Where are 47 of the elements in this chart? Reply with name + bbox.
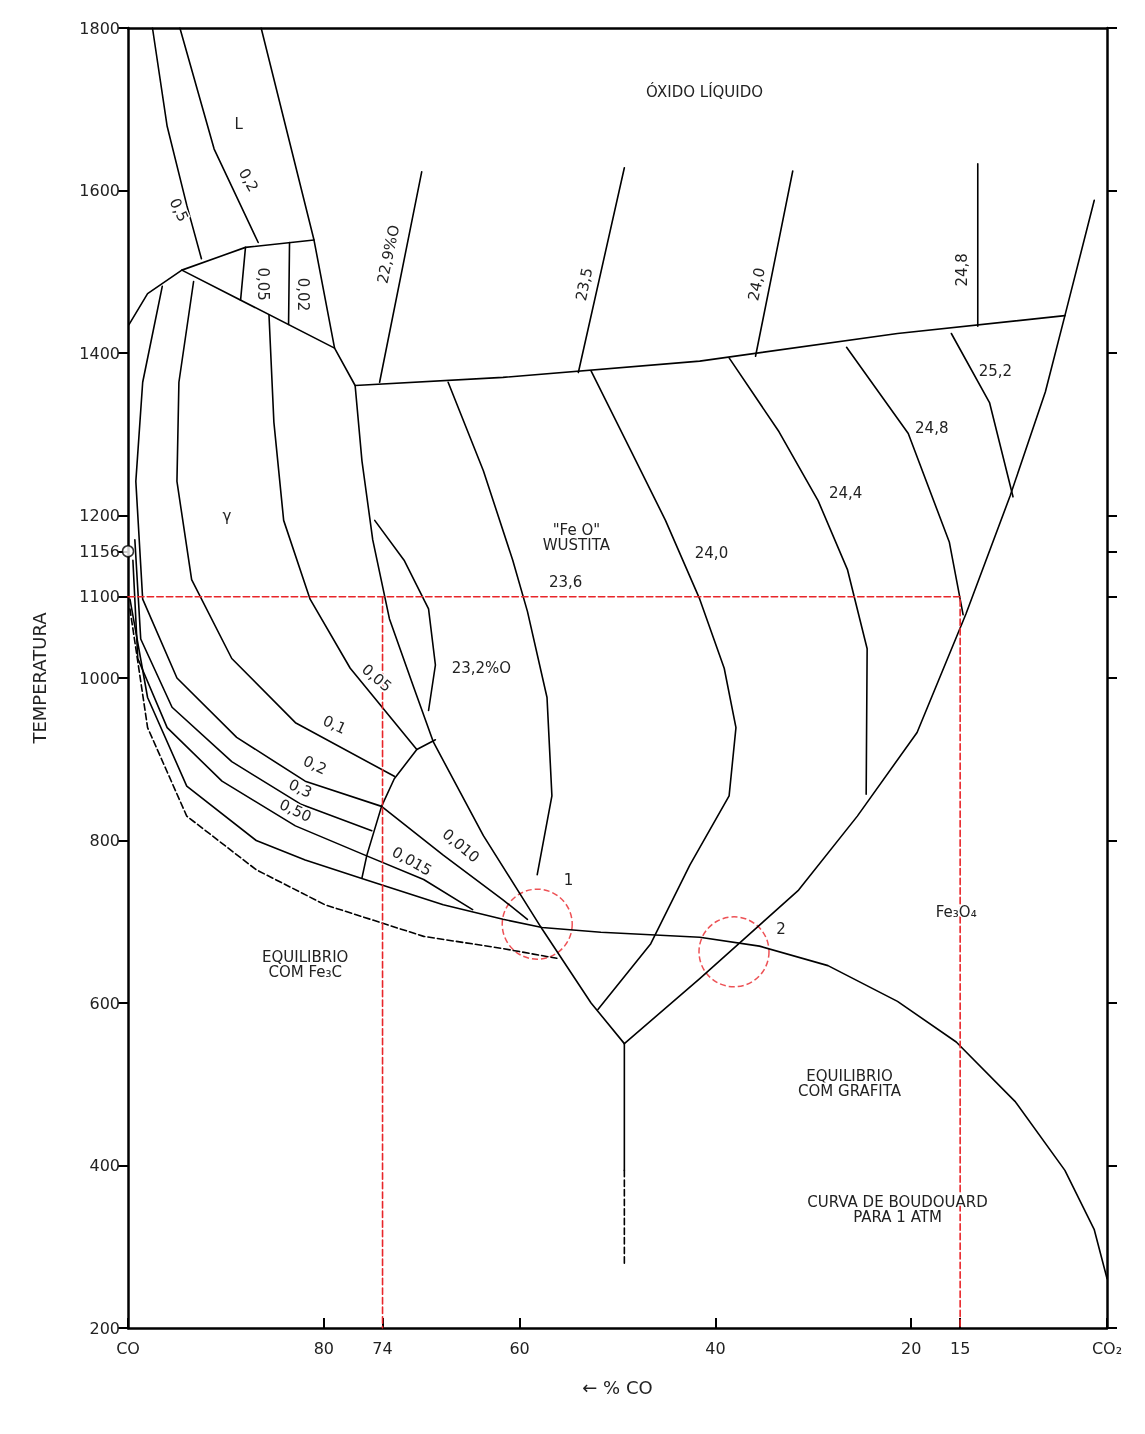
annotation: EQUILIBRIO COM GRAFITA bbox=[798, 1067, 902, 1101]
annotation: 0,2 bbox=[234, 165, 263, 195]
annotation: 24,8 bbox=[915, 419, 949, 438]
annotation: 0,02 bbox=[294, 277, 313, 312]
annotation: 24,0 bbox=[694, 544, 729, 563]
y-tick-label: 1156 bbox=[79, 541, 120, 561]
annotation: 23,5 bbox=[571, 265, 597, 303]
annotation: 24,0 bbox=[744, 265, 769, 303]
x-tick-label: CO₂ bbox=[1091, 1338, 1123, 1358]
y-tick-label: 800 bbox=[89, 831, 120, 850]
y-tick-label: 600 bbox=[89, 993, 120, 1013]
annotation: 23,6 bbox=[548, 572, 583, 591]
y-tick-label: 1400 bbox=[79, 343, 120, 363]
y-tick-label: 1600 bbox=[79, 181, 120, 200]
x-tick-label: 80 bbox=[313, 1338, 334, 1358]
annotation: "Fe O" WUSTITA bbox=[542, 521, 611, 555]
annotation: 23,2%O bbox=[451, 658, 512, 677]
y-tick-label: 200 bbox=[89, 1318, 120, 1338]
annotation: γ bbox=[222, 506, 232, 525]
annotation: 24,4 bbox=[828, 484, 863, 503]
annotation: 0,5 bbox=[165, 195, 193, 225]
x-tick-label: 20 bbox=[901, 1338, 922, 1358]
y-tick-label: 1800 bbox=[79, 18, 120, 38]
annotation: 24,8 bbox=[953, 253, 972, 287]
annotation: L bbox=[234, 115, 244, 134]
annotation: 1 bbox=[563, 870, 574, 889]
x-axis-title: ← % CO bbox=[582, 1376, 653, 1398]
x-tick-label: CO bbox=[116, 1338, 140, 1358]
x-tick-label: 15 bbox=[949, 1338, 971, 1358]
annotation: 22,9%O bbox=[373, 223, 404, 286]
annotation: 2 bbox=[776, 919, 786, 938]
x-tick-label: 60 bbox=[509, 1338, 530, 1358]
annotation: 0,05 bbox=[254, 267, 273, 301]
annotation: ÓXIDO LÍQUIDO bbox=[646, 81, 764, 101]
annotation: Fe₃O₄ bbox=[935, 903, 977, 921]
y-tick-label: 400 bbox=[89, 1156, 120, 1175]
annotation: 0,1 bbox=[319, 711, 350, 738]
annotation: 25,2 bbox=[978, 362, 1013, 381]
y-axis-title: TEMPERATURA bbox=[28, 611, 50, 745]
annotation: CURVA DE BOUDOUARD PARA 1 ATM bbox=[807, 1193, 988, 1227]
y-tick-label: 1200 bbox=[79, 506, 120, 525]
x-tick-label: 74 bbox=[372, 1338, 393, 1358]
x-tick-label: 40 bbox=[705, 1338, 726, 1358]
annotation: EQUILIBRIO COM Fe₃C bbox=[261, 947, 349, 981]
annotation: 0,2 bbox=[300, 751, 330, 779]
y-tick-label: 1100 bbox=[79, 587, 120, 607]
y-tick-label: 1000 bbox=[79, 668, 120, 688]
